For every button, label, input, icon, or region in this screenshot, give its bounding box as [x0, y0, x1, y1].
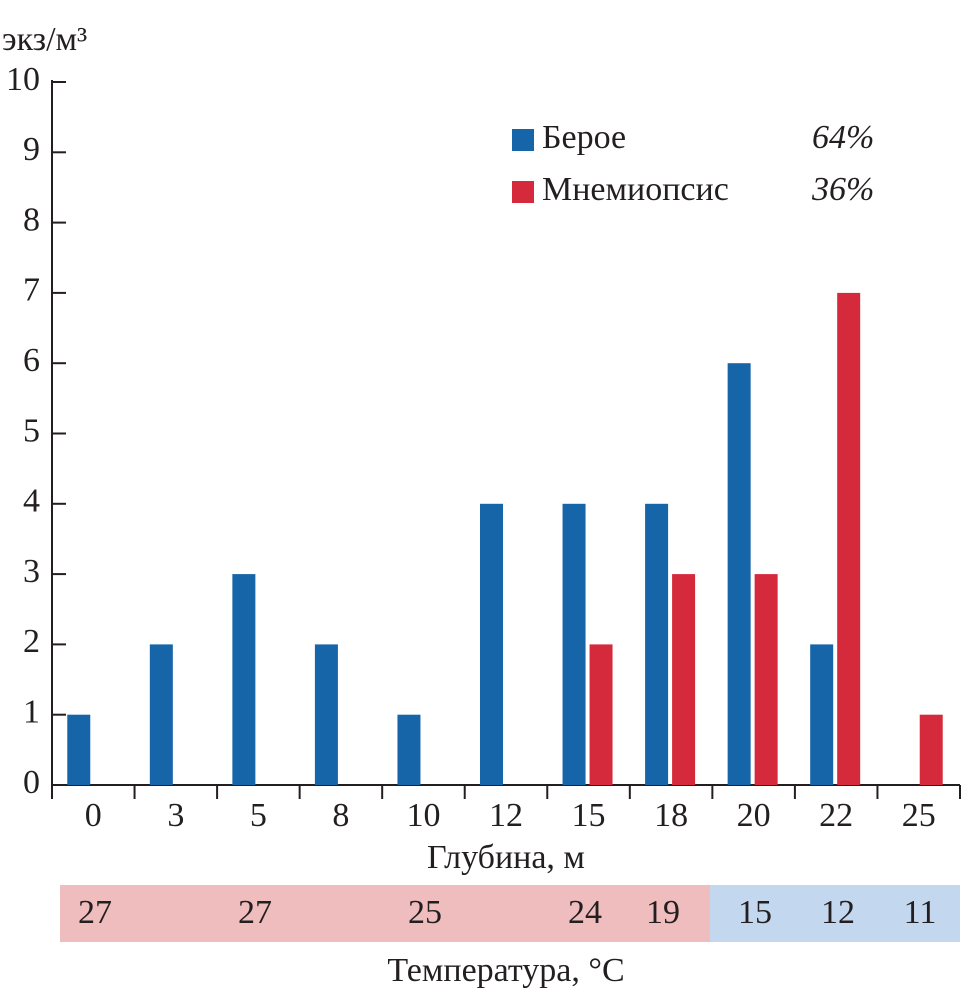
x-axis-label: Глубина, м: [427, 839, 585, 876]
temperature-value: 24: [568, 894, 602, 931]
x-tick-label: 5: [250, 797, 267, 834]
temperature-value: 27: [78, 894, 112, 931]
legend-label: Берое: [542, 119, 626, 156]
x-tick-label: 12: [489, 797, 523, 834]
cold-band: [710, 885, 960, 942]
y-tick-label: 10: [6, 61, 40, 98]
temperature-value: 25: [408, 894, 442, 931]
bar: [149, 644, 173, 785]
warm-band: [60, 885, 710, 942]
x-tick-label: 10: [406, 797, 440, 834]
y-tick-label: 6: [23, 342, 40, 379]
x-tick-label: 22: [819, 797, 853, 834]
bar: [314, 644, 338, 785]
temperature-value: 12: [821, 894, 855, 931]
y-tick-label: 3: [23, 553, 40, 590]
bar: [754, 574, 778, 785]
bar: [727, 363, 751, 785]
bar: [837, 292, 861, 785]
bar: [589, 644, 613, 785]
x-tick-label: 15: [572, 797, 606, 834]
x-tick-label: 18: [654, 797, 688, 834]
bar: [919, 714, 943, 785]
bar: [67, 714, 91, 785]
y-tick-label: 9: [23, 131, 40, 168]
x-tick-label: 20: [737, 797, 771, 834]
bar: [562, 503, 586, 785]
x-tick-label: 25: [902, 797, 936, 834]
y-axis-label: экз/м³: [2, 21, 87, 58]
temperature-label: Температура, °C: [387, 952, 624, 989]
legend-label: Мнемиопсис: [542, 171, 729, 208]
bar: [672, 574, 696, 785]
temperature-value: 11: [904, 894, 937, 931]
y-tick-label: 2: [23, 623, 40, 660]
bar: [810, 644, 834, 785]
bar: [480, 503, 503, 785]
legend-swatch: [512, 181, 534, 203]
legend-share: 36%: [811, 171, 874, 208]
temperature-value: 19: [646, 894, 680, 931]
x-tick-label: 0: [85, 797, 102, 834]
y-tick-label: 0: [23, 764, 40, 801]
legend-share: 64%: [812, 119, 874, 156]
temperature-value: 27: [238, 894, 272, 931]
bar: [232, 574, 256, 785]
bar: [397, 714, 421, 785]
temperature-value: 15: [738, 894, 772, 931]
y-tick-label: 4: [23, 483, 40, 520]
x-tick-label: 3: [167, 797, 184, 834]
y-tick-label: 5: [23, 412, 40, 449]
y-tick-label: 1: [23, 693, 40, 730]
y-tick-label: 8: [23, 201, 40, 238]
bar: [645, 503, 669, 785]
legend-swatch: [512, 129, 534, 151]
x-tick-label: 8: [332, 797, 349, 834]
y-tick-label: 7: [23, 272, 40, 309]
